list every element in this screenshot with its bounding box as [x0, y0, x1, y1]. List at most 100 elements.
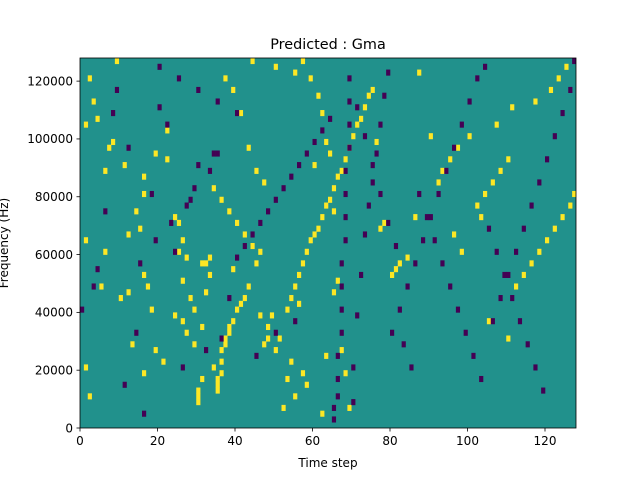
- heatmap-cell-low: [424, 214, 430, 221]
- heatmap-cell-low: [537, 179, 542, 186]
- heatmap-cell-high: [258, 248, 263, 255]
- heatmap-cell-high: [173, 214, 178, 221]
- heatmap-cell-low: [366, 202, 371, 209]
- heatmap-cell-low: [273, 196, 278, 203]
- heatmap-cell-high: [207, 271, 213, 278]
- heatmap-cell-high: [87, 393, 92, 400]
- heatmap-cell-high: [366, 92, 371, 99]
- heatmap-cell-high: [219, 358, 224, 365]
- heatmap-cell-low: [452, 144, 457, 151]
- heatmap-cell-high: [223, 341, 228, 348]
- heatmap-cell-high: [316, 92, 321, 99]
- heatmap-cell-high: [219, 347, 224, 354]
- y-tick-label: 40000: [35, 306, 73, 320]
- heatmap-cell-high: [339, 347, 344, 354]
- heatmap-cell-low: [572, 58, 576, 65]
- heatmap-cell-high: [176, 248, 182, 255]
- heatmap-cell-high: [324, 138, 329, 146]
- heatmap-cell-high: [537, 248, 542, 255]
- heatmap-cell-low: [355, 312, 360, 319]
- heatmap-cell-high: [227, 329, 232, 336]
- heatmap-cell-high: [153, 150, 158, 157]
- heatmap-cell-high: [258, 312, 263, 319]
- heatmap-cell-high: [459, 248, 464, 255]
- heatmap-cell-low: [545, 156, 550, 163]
- heatmap-cell-high: [552, 225, 557, 232]
- heatmap-cell-high: [126, 289, 131, 296]
- heatmap-cell-low: [149, 190, 154, 198]
- heatmap-cell-low: [215, 150, 220, 157]
- heatmap-cell-low: [455, 306, 461, 313]
- y-axis-label: Frequency (Hz): [0, 198, 11, 289]
- heatmap-cell-high: [490, 179, 495, 186]
- heatmap-cell-low: [328, 115, 333, 122]
- heatmap-cell-low: [176, 75, 182, 82]
- heatmap-cell-low: [157, 63, 162, 70]
- chart-title: Predicted : Gma: [270, 37, 386, 53]
- heatmap-cell-high: [568, 202, 573, 209]
- heatmap-cell-low: [510, 295, 515, 302]
- heatmap-cell-high: [215, 381, 220, 388]
- heatmap-cell-high: [328, 150, 333, 157]
- heatmap-cell-low: [235, 254, 240, 261]
- heatmap-cell-low: [331, 404, 337, 411]
- heatmap-cell-high: [417, 69, 422, 76]
- heatmap-cell-high: [103, 248, 108, 255]
- heatmap-cell-high: [308, 237, 313, 244]
- heatmap-cell-high: [122, 162, 127, 169]
- heatmap-cell-high: [324, 202, 329, 209]
- heatmap-cell-high: [320, 410, 325, 417]
- heatmap-cell-high: [300, 58, 306, 65]
- heatmap-cell-high: [374, 138, 379, 146]
- heatmap-cell-high: [312, 231, 317, 238]
- heatmap-cell-low: [463, 329, 468, 336]
- heatmap-cell-low: [331, 416, 337, 423]
- heatmap-cell-high: [436, 179, 441, 186]
- heatmap-cell-low: [533, 364, 538, 371]
- x-tick-label: 120: [534, 434, 557, 448]
- heatmap-cell-high: [107, 144, 112, 151]
- heatmap-cell-high: [246, 144, 251, 151]
- y-tick-label: 20000: [35, 363, 73, 377]
- heatmap-cell-low: [134, 329, 139, 336]
- heatmap-cell-high: [316, 225, 321, 232]
- heatmap-cell-high: [498, 167, 503, 174]
- heatmap-cell-low: [417, 190, 422, 198]
- heatmap-cell-high: [397, 260, 402, 267]
- heatmap-cell-high: [335, 173, 340, 180]
- heatmap-cell-high: [111, 138, 116, 146]
- heatmap-cell-high: [184, 254, 189, 261]
- heatmap-cell-high: [300, 260, 306, 267]
- y-tick-label: 100000: [27, 132, 73, 146]
- heatmap-cell-low: [514, 248, 519, 255]
- heatmap-cell-high: [262, 179, 267, 186]
- heatmap-cell-low: [525, 341, 530, 348]
- heatmap-cell-low: [122, 381, 127, 388]
- heatmap-cell-high: [180, 237, 185, 244]
- heatmap-cell-low: [467, 98, 472, 105]
- y-tick-label: 0: [65, 421, 73, 435]
- x-tick-label: 60: [305, 434, 320, 448]
- heatmap-cell-high: [362, 104, 368, 111]
- heatmap-cell-high: [196, 399, 201, 406]
- heatmap-cell-high: [161, 358, 166, 365]
- heatmap-cell-high: [165, 127, 170, 134]
- heatmap-cell-high: [134, 208, 139, 215]
- heatmap-cell-high: [200, 323, 205, 331]
- heatmap-cell-low: [95, 266, 100, 273]
- heatmap-cell-low: [471, 352, 476, 359]
- heatmap-cell-low: [138, 260, 143, 267]
- heatmap-cell-high: [545, 237, 550, 244]
- heatmap-cell-low: [475, 75, 480, 82]
- y-tick-label: 60000: [35, 248, 73, 262]
- heatmap-cell-low: [440, 260, 445, 267]
- heatmap-cell-high: [428, 133, 433, 140]
- x-axis-label: Time step: [297, 456, 357, 470]
- heatmap-cell-low: [215, 98, 220, 105]
- heatmap-cell-low: [339, 260, 344, 267]
- heatmap-cell-high: [231, 266, 236, 273]
- heatmap-cell-high: [529, 260, 534, 267]
- heatmap-cell-high: [304, 381, 309, 388]
- heatmap-cell-high: [312, 162, 317, 169]
